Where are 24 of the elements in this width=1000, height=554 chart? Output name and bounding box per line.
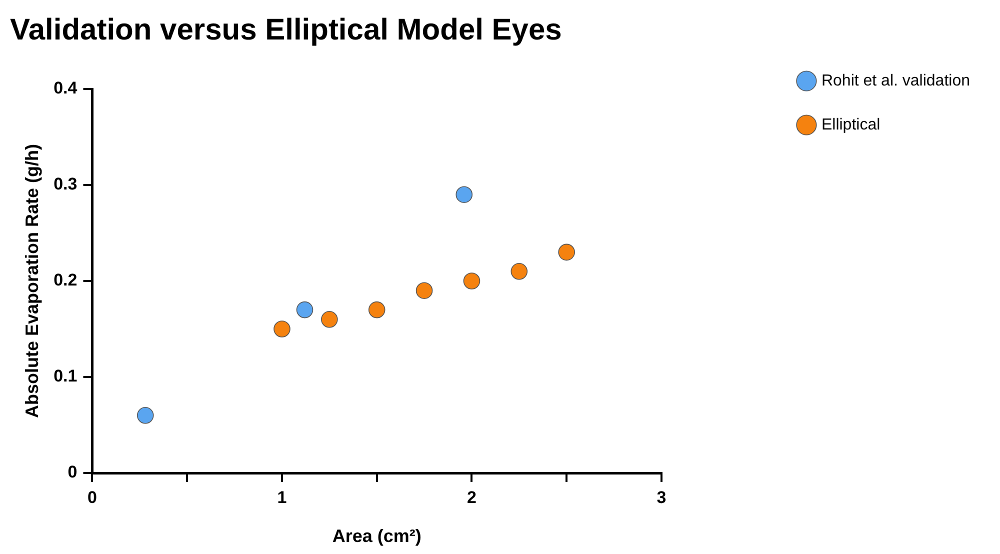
y-tick-label: 0.4 — [54, 78, 78, 98]
y-axis-title: Absolute Evaporation Rate (g/h) — [22, 144, 42, 418]
point — [368, 301, 386, 318]
point — [296, 301, 314, 318]
y-tick-label: 0.2 — [54, 270, 78, 290]
point — [456, 186, 473, 203]
x-tick-label: 3 — [656, 488, 666, 507]
x-tick-label: 2 — [466, 488, 476, 507]
y-tick-label: 0.3 — [54, 174, 78, 194]
legend-label: Elliptical — [821, 116, 880, 134]
x-tick-label: 0 — [88, 488, 97, 507]
legend-label: Rohit et al. validation — [821, 72, 970, 90]
x-axis-title: Area (cm²) — [332, 526, 422, 546]
point — [558, 244, 575, 261]
y-tick-label: 0 — [68, 462, 78, 482]
point — [321, 311, 338, 328]
point — [274, 320, 290, 338]
point — [136, 407, 154, 424]
point — [416, 282, 433, 299]
point — [463, 272, 480, 290]
chart-title: Validation versus Elliptical Model Eyes — [10, 13, 562, 46]
y-tick-label: 0.1 — [54, 366, 78, 386]
point — [510, 263, 528, 280]
x-tick-label: 1 — [277, 488, 287, 507]
